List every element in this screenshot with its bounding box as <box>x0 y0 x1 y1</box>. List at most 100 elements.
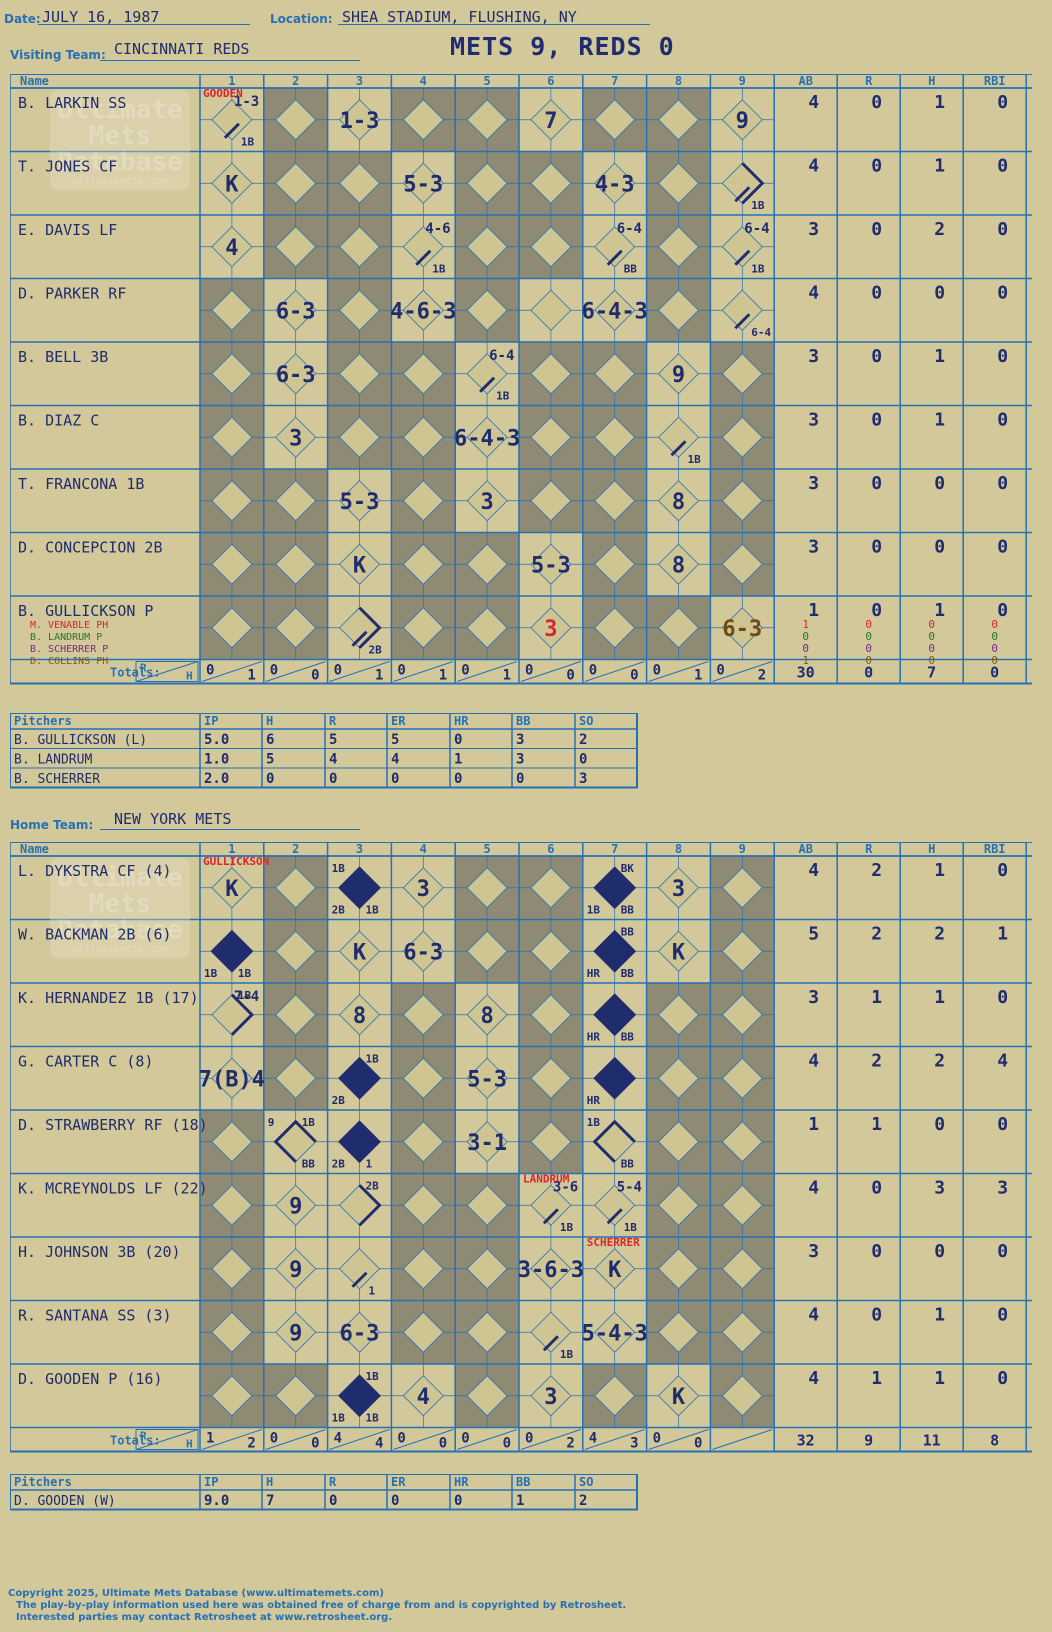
player-stat: 0 <box>997 473 1008 494</box>
player-stat: 4 <box>808 92 819 113</box>
date-label: Date: <box>4 12 41 26</box>
watermark-url: ultimatemets.com <box>72 944 168 955</box>
base-notation: 1B <box>241 136 255 149</box>
base-diamond <box>721 226 763 268</box>
base-diamond <box>402 607 444 649</box>
substitute-stat: 0 <box>928 654 935 667</box>
pitching-header: Pitchers <box>14 1475 72 1489</box>
pitching-stat: 9.0 <box>204 1493 229 1509</box>
watermark-text: Database <box>57 147 182 177</box>
base-diamond <box>657 1248 700 1290</box>
inning-runs: 0 <box>525 1431 533 1447</box>
player-name: T. JONES CF <box>18 158 117 176</box>
base-notation: 1B <box>587 904 601 917</box>
player-stat: 0 <box>997 987 1008 1008</box>
player-stat: 1 <box>934 1368 945 1389</box>
inning-header: 3 <box>356 74 363 88</box>
player-stat: 3 <box>997 1178 1008 1199</box>
player-name: K. MCREYNOLDS LF (22) <box>18 1180 208 1198</box>
inning-hits: 0 <box>439 1436 447 1452</box>
base-notation: 2B <box>369 644 383 657</box>
base-notation: 1 <box>366 1158 373 1171</box>
base-diamond <box>466 1248 508 1290</box>
base-diamond <box>338 994 381 1036</box>
pitching-stat: 7 <box>266 1493 274 1509</box>
play-notation: 7 <box>544 109 557 134</box>
play-notation: 9 <box>672 363 685 388</box>
player-name: D. STRAWBERRY RF (18) <box>18 1116 208 1134</box>
player-stat: 3 <box>808 346 819 367</box>
base-notation: 1B <box>366 904 380 917</box>
base-diamond <box>402 1311 444 1353</box>
player-name: W. BACKMAN 2B (6) <box>18 926 172 944</box>
inning-runs: 0 <box>461 1431 469 1447</box>
inning-total-slash <box>520 1429 581 1450</box>
player-stat: 4 <box>808 1051 819 1072</box>
pitching-stat: 1 <box>454 752 462 768</box>
run-scored-diamond <box>338 1374 381 1418</box>
base-diamond <box>211 1057 253 1099</box>
player-stat: 1 <box>934 156 945 177</box>
watermark-url: ultimatemets.com <box>72 176 168 187</box>
base-diamond <box>275 162 317 204</box>
base-diamond <box>402 930 444 972</box>
pitching-change-note: LANDRUM <box>523 1173 570 1186</box>
base-diamond <box>211 99 253 141</box>
team-total-stat: 7 <box>927 664 936 682</box>
pitching-stat: 0 <box>329 1493 337 1509</box>
player-stat: 3 <box>808 219 819 240</box>
base-notation: BK <box>621 862 635 875</box>
base-diamond <box>211 226 253 268</box>
base-diamond <box>211 289 253 331</box>
play-notation: 4-6-3 <box>390 299 456 324</box>
footer-copyright: Copyright 2025, Ultimate Mets Database (… <box>8 1588 384 1599</box>
base-diamond <box>211 480 253 522</box>
player-stat: 1 <box>934 860 945 881</box>
play-notation: 5-3 <box>531 553 571 578</box>
inning-runs: 4 <box>334 1431 342 1447</box>
player-name: D. PARKER RF <box>18 285 126 303</box>
team-total-stat: 30 <box>797 664 815 682</box>
pitching-header: SO <box>579 714 593 728</box>
base-diamond <box>721 1311 763 1353</box>
base-diamond <box>466 1184 508 1226</box>
inning-total-slash <box>201 1429 262 1450</box>
watermark-box <box>50 90 190 190</box>
inning-header: 5 <box>483 842 490 856</box>
base-diamond <box>721 416 763 458</box>
base-diamond <box>721 1375 763 1417</box>
player-stat: 0 <box>997 346 1008 367</box>
inning-runs: 0 <box>397 663 405 679</box>
base-diamond <box>211 543 253 585</box>
location-label: Location: <box>270 12 333 26</box>
substitute-stat: 0 <box>991 618 998 631</box>
inning-hits: 0 <box>311 668 319 684</box>
base-diamond <box>338 353 381 395</box>
watermark-box <box>50 858 190 958</box>
player-stat: 3 <box>808 537 819 558</box>
stat-header: AB <box>798 842 812 856</box>
base-diamond <box>275 1057 317 1099</box>
base-diamond <box>466 1375 508 1417</box>
player-stat: 0 <box>997 600 1008 621</box>
base-diamond <box>211 353 253 395</box>
hit-path <box>670 440 687 457</box>
hits-key: H <box>186 1438 193 1451</box>
inning-header: 4 <box>420 842 427 856</box>
inning-hits: 1 <box>375 668 383 684</box>
run-scored-diamond <box>593 1056 637 1100</box>
pitching-stat: 0 <box>516 771 524 787</box>
inning-hits: 2 <box>758 668 766 684</box>
inning-total-slash <box>201 661 262 682</box>
base-diamond <box>338 1311 381 1353</box>
substitute-name: M. VENABLE PH <box>30 620 108 631</box>
runs-key: R <box>140 1430 147 1443</box>
watermark-text: Ultimate <box>57 95 182 125</box>
base-diamond <box>657 416 700 458</box>
base-diamond <box>402 1184 444 1226</box>
base-diamond <box>594 480 636 522</box>
team-total-stat: 0 <box>990 664 999 682</box>
player-name: G. CARTER C (8) <box>18 1053 153 1071</box>
base-diamond <box>657 1121 700 1163</box>
base-notation: 1B <box>496 390 510 403</box>
